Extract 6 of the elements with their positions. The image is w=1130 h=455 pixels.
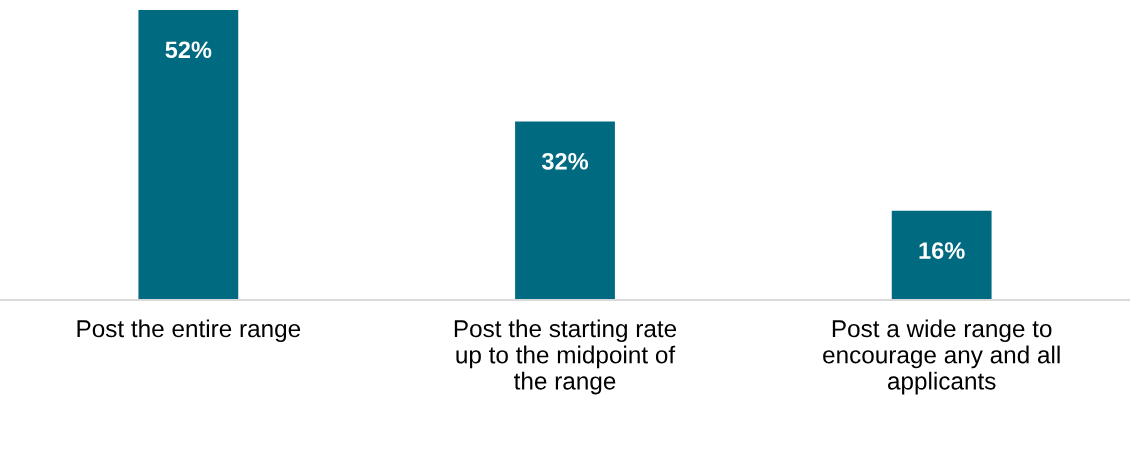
x-tick-label: Post a wide range to encourage any and all applicants xyxy=(823,319,1060,395)
x-tick-label: Post the entire range xyxy=(77,319,301,343)
data-label: 16% xyxy=(919,242,965,259)
data-label: 32% xyxy=(541,152,589,170)
data-label: 52% xyxy=(165,41,212,59)
x-tick-label: Post the starting rate up to the midpoint of the range xyxy=(454,319,677,395)
